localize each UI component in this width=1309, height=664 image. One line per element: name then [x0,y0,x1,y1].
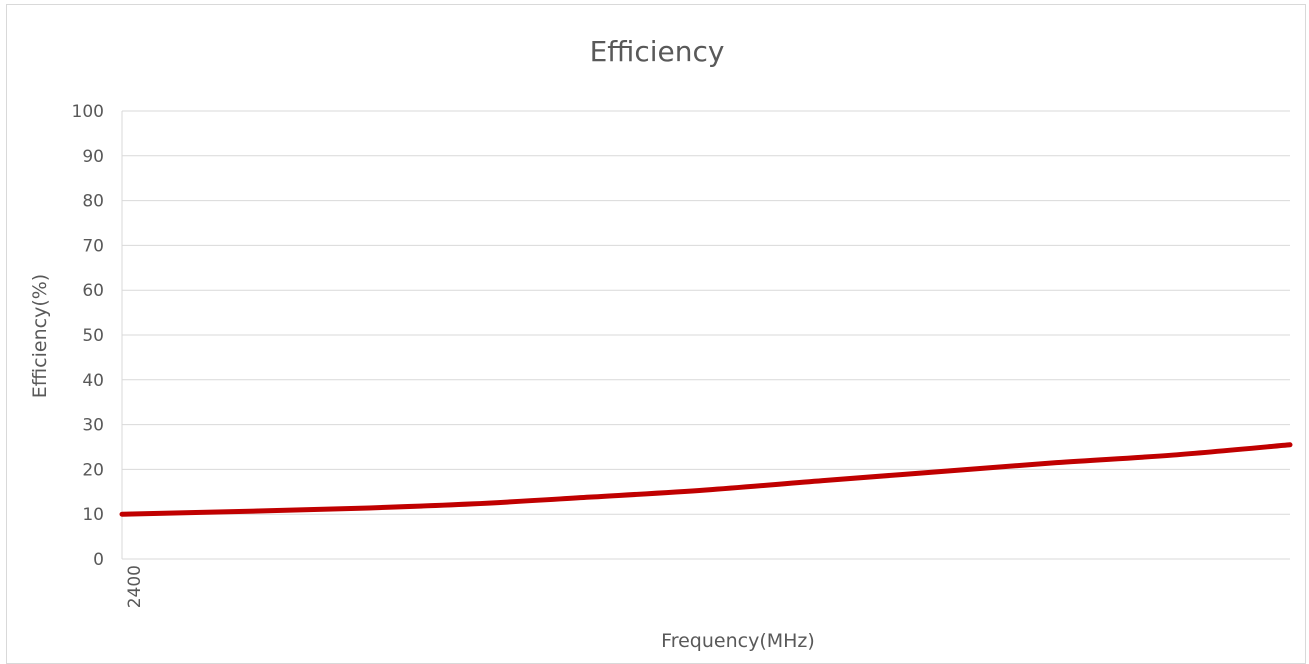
gridlines [121,110,1290,560]
y-tick-label: 70 [82,236,104,256]
x-axis-title: Frequency(MHz) [661,630,815,652]
series-line-efficiency [119,442,1293,517]
y-tick-label: 20 [82,460,104,480]
y-tick-label: 60 [82,281,104,301]
x-tick-label: 2400 [125,565,145,608]
x-tick-labels: 2400 [125,565,145,608]
y-axis-title: Efficiency(%) [29,274,51,398]
y-tick-label: 50 [82,326,104,346]
y-tick-labels: 0 10 20 30 40 50 60 70 80 90 100 [72,102,104,570]
series-layer [119,442,1293,517]
y-tick-label: 10 [82,505,104,525]
y-tick-label: 80 [82,192,104,212]
y-tick-label: 90 [82,147,104,167]
y-tick-label: 100 [72,102,104,122]
y-tick-label: 0 [93,550,104,570]
y-tick-label: 30 [82,416,104,436]
y-tick-label: 40 [82,371,104,391]
chart-title: Efficiency [590,35,725,68]
